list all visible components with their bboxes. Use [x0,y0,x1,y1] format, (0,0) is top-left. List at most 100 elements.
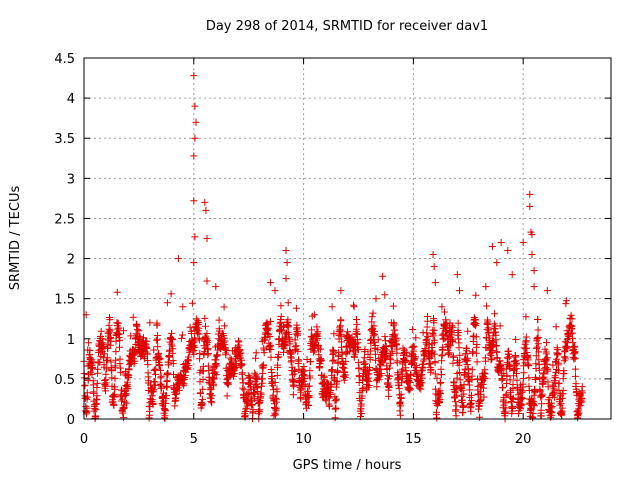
data-point [256,406,264,414]
data-point [502,399,510,407]
data-point [360,361,368,368]
data-point [282,342,290,350]
data-point [277,313,285,320]
data-point [482,283,490,291]
data-point [449,338,457,346]
data-point [397,395,405,402]
data-point [372,356,380,364]
data-point [373,383,381,391]
data-point [407,371,415,379]
data-point [166,346,174,354]
data-point [330,330,338,338]
data-point [509,394,517,402]
data-point [260,349,268,357]
data-point [213,362,221,370]
data-point [395,385,403,393]
data-point [528,251,536,258]
data-point [203,277,211,285]
data-point [102,370,110,378]
data-point [191,102,199,110]
data-point [430,263,438,271]
data-point [530,267,538,275]
data-point [135,327,143,335]
data-point [169,336,177,344]
data-point [145,377,152,385]
data-point [379,272,387,280]
data-point [551,393,559,401]
data-point [153,336,161,344]
data-point [116,355,124,363]
data-point [558,404,566,412]
data-point [389,302,397,310]
data-point [538,390,546,398]
data-point [553,355,561,363]
data-point [353,320,361,328]
data-point [328,366,336,374]
data-point [129,313,137,321]
data-point [354,346,362,353]
data-point [163,299,171,307]
data-point [456,376,464,384]
data-point [283,259,291,267]
data-point [156,355,164,363]
data-point [313,323,321,331]
data-point [178,334,186,342]
data-point [242,405,250,413]
data-point [568,315,576,323]
data-point [433,414,441,422]
data-point [578,389,586,397]
data-point [371,330,379,338]
data-point [106,316,114,324]
data-point [365,382,373,389]
data-point [450,379,458,387]
x-tick-label: 10 [295,432,312,447]
data-point [431,350,439,358]
data-point [453,391,461,399]
data-point [109,392,117,400]
data-point [83,404,91,412]
data-point [136,332,144,340]
data-point [117,368,125,376]
data-point [307,358,315,366]
data-point [503,380,511,387]
data-point [163,377,171,385]
data-point [438,371,445,378]
data-point [272,404,280,412]
data-point [267,353,275,361]
data-point [487,356,495,364]
data-point [131,357,139,365]
y-tick-label: 4 [67,92,75,107]
data-point [513,376,521,384]
data-point [394,369,402,377]
data-point [532,365,540,372]
data-point [533,343,541,351]
data-point [359,384,367,392]
data-point [429,251,437,258]
data-point [456,287,463,295]
data-point [499,384,507,392]
data-point [534,333,542,341]
data-point [164,369,172,377]
data-point [124,380,131,388]
data-point [508,271,516,279]
data-point [86,346,94,354]
data-point [195,324,203,332]
data-point [123,399,130,407]
data-point [548,403,556,410]
data-point [94,365,102,373]
data-point [332,395,340,403]
data-point [108,367,116,375]
data-point [169,360,177,368]
data-point [149,400,157,408]
data-point [161,407,169,415]
data-point [403,352,411,360]
data-point [429,332,437,340]
data-point [196,349,204,357]
data-point [406,375,414,383]
data-points [80,72,586,423]
data-point [143,337,151,345]
data-point [238,361,246,369]
data-point [88,371,96,378]
x-tick-label: 0 [80,432,88,447]
data-point [454,319,462,327]
